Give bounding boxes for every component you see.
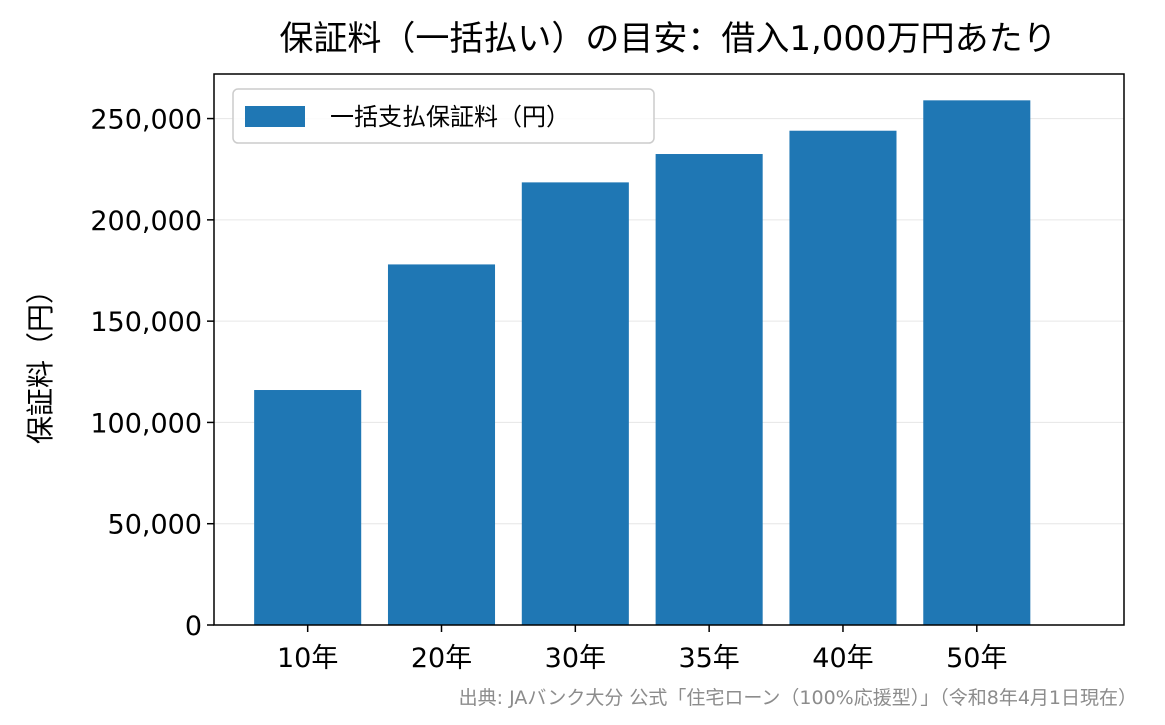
source-note: 出典: JAバンク大分 公式「住宅ローン（100%応援型）」（令和8年4月1日現… — [459, 687, 1137, 709]
x-tick-label: 40年 — [812, 643, 873, 674]
legend-label: 一括支払保証料（円） — [330, 103, 570, 131]
x-tick-label: 10年 — [277, 643, 338, 674]
bar-5 — [789, 130, 897, 625]
x-tick-label: 30年 — [545, 643, 606, 674]
y-tick-label: 0 — [185, 611, 202, 642]
bar-6 — [923, 100, 1031, 626]
y-axis-ticks: 0 50,000 100,000 150,000 200,000 250,000 — [90, 105, 214, 642]
x-tick-label: 20年 — [411, 643, 472, 674]
x-tick-label: 50年 — [946, 643, 1007, 674]
legend: 一括支払保証料（円） — [232, 88, 655, 144]
bar-2 — [387, 264, 496, 625]
plot-frame — [213, 73, 1125, 626]
bars — [254, 100, 1031, 626]
y-tick-label: 250,000 — [90, 105, 202, 136]
legend-box — [232, 88, 655, 144]
legend-swatch — [245, 106, 305, 127]
x-axis-ticks: 10年 20年 30年 35年 40年 50年 — [277, 625, 1007, 674]
bar-4 — [655, 154, 763, 625]
y-tick-label: 150,000 — [90, 307, 202, 338]
chart-title: 保証料（一括払い）の目安：借入1,000万円あたり — [279, 19, 1056, 59]
y-tick-label: 100,000 — [90, 408, 202, 439]
y-axis-label: 保証料（円） — [24, 276, 57, 444]
y-tick-label: 50,000 — [108, 510, 202, 541]
y-tick-label: 200,000 — [90, 206, 202, 237]
x-tick-label: 35年 — [678, 643, 739, 674]
bar-3 — [521, 182, 629, 625]
bar-1 — [254, 390, 362, 625]
